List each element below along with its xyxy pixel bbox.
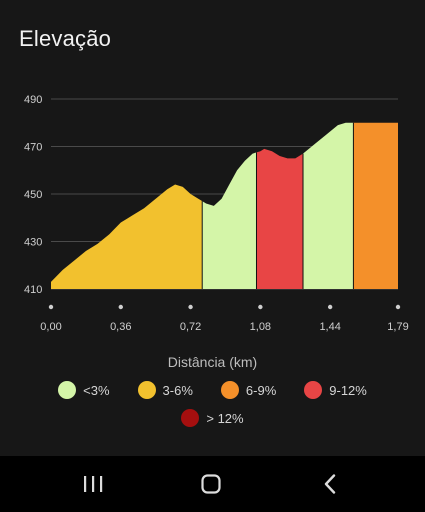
x-tick-dot: [48, 304, 54, 310]
legend-label-9-12: 9-12%: [329, 382, 367, 398]
y-tick-label: 470: [24, 142, 42, 154]
legend-dot-6-9: [220, 381, 239, 399]
legend-dot-3-6: [137, 381, 156, 399]
legend-item-gt12: > 12%: [181, 409, 244, 427]
page-title: Elevação: [19, 26, 112, 51]
x-tick-label: 1,08: [250, 321, 271, 333]
legend-item-6-9: 6-9%: [220, 381, 277, 399]
system-navigation-bar: [0, 456, 425, 512]
grade-segment-0: [51, 184, 203, 289]
x-tick-dot: [188, 304, 193, 310]
legend-label-gt12: > 12%: [206, 410, 244, 426]
x-tick-label: 0,36: [110, 321, 131, 333]
x-tick-dot: [118, 304, 123, 310]
x-tick-dot: [395, 304, 401, 310]
legend-dot-gt12: [181, 409, 200, 427]
back-icon[interactable]: [320, 474, 342, 494]
legend-item-3-6: 3-6%: [137, 381, 193, 399]
grade-segment-4: [353, 122, 398, 289]
legend-dot-9-12: [304, 381, 323, 399]
y-tick-label: 430: [24, 237, 42, 249]
x-axis-label: Distância (km): [167, 354, 258, 370]
y-tick-label: 490: [24, 94, 42, 106]
legend-label-3-6: 3-6%: [162, 382, 193, 398]
legend-label-6-9: 6-9%: [245, 382, 277, 398]
grade-segment-3: [303, 122, 354, 289]
home-icon[interactable]: [200, 474, 222, 494]
elevation-chart: 410 430 450 470 490 0,00 0,36 0,72 1,08 1,44 1,79: [24, 94, 409, 333]
y-tick-label: 410: [24, 284, 42, 296]
x-tick-label: 0,00: [40, 321, 61, 333]
x-tick-dot: [327, 304, 333, 310]
x-tick-label: 1,44: [319, 321, 340, 333]
legend-item-9-12: 9-12%: [304, 381, 367, 399]
legend-label-lt3: <3%: [83, 382, 110, 398]
x-tick-label: 0,72: [180, 321, 201, 333]
recent-apps-icon[interactable]: [82, 474, 104, 494]
y-tick-label: 450: [24, 189, 42, 201]
grade-segment-2: [256, 148, 304, 289]
legend-row-2: > 12%: [0, 409, 425, 427]
x-tick-dot: [258, 304, 263, 310]
legend-dot-lt3: [58, 381, 77, 399]
grade-segment-1: [202, 152, 257, 289]
legend-row-1: <3% 3-6% 6-9% 9-12%: [0, 381, 425, 399]
x-tick-label: 1,79: [387, 321, 408, 333]
legend-item-lt3: <3%: [58, 381, 110, 399]
